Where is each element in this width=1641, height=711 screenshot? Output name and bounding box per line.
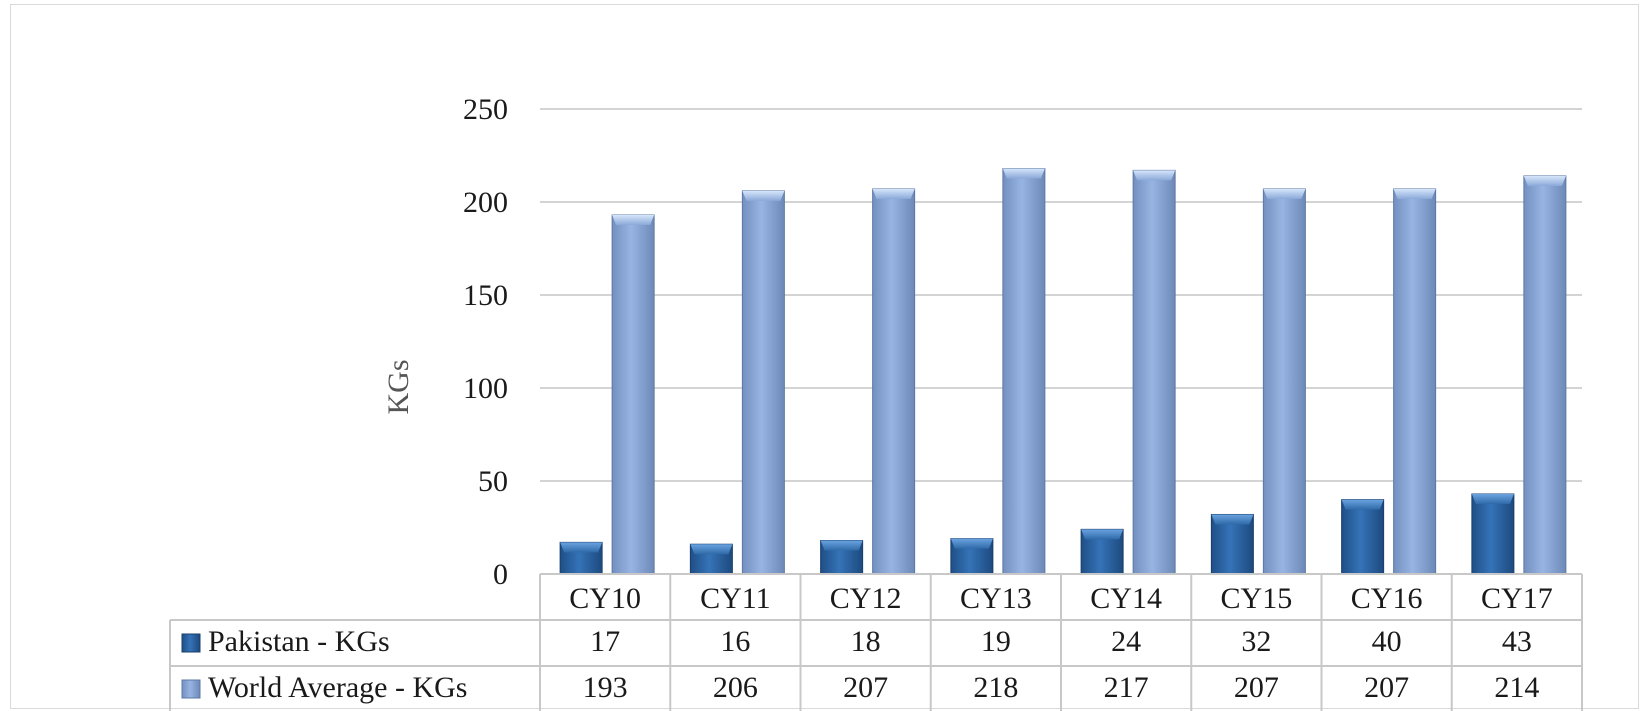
- y-axis-title: KGs: [382, 359, 415, 414]
- y-tick-150: 150: [463, 279, 508, 312]
- data-label-0-CY17: 43: [1502, 625, 1532, 658]
- x-tick-CY10: CY10: [569, 582, 641, 615]
- bar-world-CY13: [1002, 168, 1046, 575]
- data-label-0-CY16: 40: [1372, 625, 1402, 658]
- bar-body: [1523, 175, 1567, 575]
- bar-body: [741, 190, 785, 575]
- bar-pakistan-CY12: [820, 540, 864, 575]
- data-label-0-CY13: 19: [981, 625, 1011, 658]
- bar-cap: [1081, 529, 1124, 540]
- bar-body: [1262, 188, 1306, 575]
- x-tick-CY13: CY13: [960, 582, 1032, 615]
- x-tick-CY12: CY12: [830, 582, 902, 615]
- bar-body: [1002, 168, 1046, 575]
- bar-cap: [742, 190, 785, 201]
- bar-body: [1132, 169, 1176, 575]
- bar-pakistan-CY10: [559, 541, 603, 575]
- bar-pakistan-CY14: [1080, 528, 1124, 575]
- data-label-1-CY13: 218: [973, 671, 1018, 704]
- bar-cap: [1002, 168, 1045, 179]
- chart-frame: [10, 4, 1639, 709]
- bars: [559, 168, 1567, 575]
- bar-body: [1471, 493, 1515, 575]
- x-tick-CY14: CY14: [1090, 582, 1162, 615]
- bar-pakistan-CY16: [1341, 499, 1385, 575]
- data-label-0-CY14: 24: [1111, 625, 1141, 658]
- x-tick-CY16: CY16: [1351, 582, 1423, 615]
- bar-body: [872, 188, 916, 575]
- bar-cap: [872, 188, 915, 199]
- bar-cap: [820, 540, 863, 551]
- data-label-1-CY15: 207: [1234, 671, 1279, 704]
- bar-pakistan-CY17: [1471, 493, 1515, 575]
- bar-cap: [612, 215, 655, 226]
- data-label-0-CY15: 32: [1241, 625, 1271, 658]
- legend-label-0: Pakistan - KGs: [208, 625, 390, 658]
- bar-cap: [1211, 514, 1254, 525]
- data-table: CY10 CY11 CY12 CY13 CY14 CY15 CY16 CY17 Pakistan…: [169, 573, 1583, 711]
- bar-pakistan-CY11: [689, 543, 733, 575]
- bar-cap: [690, 544, 733, 555]
- legend-key-1: [181, 679, 201, 699]
- bar-body: [1341, 499, 1385, 575]
- bar-world-CY10: [611, 214, 655, 575]
- x-tick-CY15: CY15: [1221, 582, 1293, 615]
- y-tick-100: 100: [463, 372, 508, 405]
- bar-cap: [1341, 499, 1384, 510]
- bar-cap: [1393, 188, 1436, 199]
- data-label-1-CY16: 207: [1364, 671, 1409, 704]
- y-tick-250: 250: [463, 93, 508, 126]
- data-label-1-CY14: 217: [1104, 671, 1149, 704]
- x-tick-CY17: CY17: [1481, 582, 1553, 615]
- bar-body: [611, 214, 655, 575]
- bar-cap: [950, 538, 993, 549]
- data-label-0-CY11: 16: [720, 625, 750, 658]
- bar-cap: [1523, 175, 1566, 186]
- bar-pakistan-CY13: [950, 538, 994, 575]
- data-label-0-CY12: 18: [851, 625, 881, 658]
- bar-body: [1393, 188, 1437, 575]
- data-label-0-CY10: 17: [590, 625, 620, 658]
- bar-world-CY12: [872, 188, 916, 575]
- y-tick-50: 50: [478, 465, 508, 498]
- data-label-1-CY11: 206: [713, 671, 758, 704]
- bar-cap: [560, 542, 603, 553]
- bar-world-CY14: [1132, 169, 1176, 575]
- bar-world-CY16: [1393, 188, 1437, 575]
- bar-world-CY15: [1262, 188, 1306, 575]
- bar-world-CY17: [1523, 175, 1567, 575]
- y-axis-ticks: 0 50 100 150 200 250: [463, 93, 508, 591]
- bar-pakistan-CY15: [1210, 513, 1254, 575]
- data-label-1-CY17: 214: [1494, 671, 1539, 704]
- data-label-1-CY10: 193: [583, 671, 628, 704]
- bar-cap: [1263, 188, 1306, 199]
- data-label-1-CY12: 207: [843, 671, 888, 704]
- y-tick-200: 200: [463, 186, 508, 219]
- bar-world-CY11: [741, 190, 785, 575]
- legend-label-1: World Average - KGs: [208, 671, 467, 704]
- bar-cap: [1471, 494, 1514, 505]
- bar-cap: [1133, 170, 1176, 181]
- y-tick-0: 0: [493, 558, 508, 591]
- legend-key-0: [181, 633, 201, 653]
- x-tick-CY11: CY11: [700, 582, 771, 615]
